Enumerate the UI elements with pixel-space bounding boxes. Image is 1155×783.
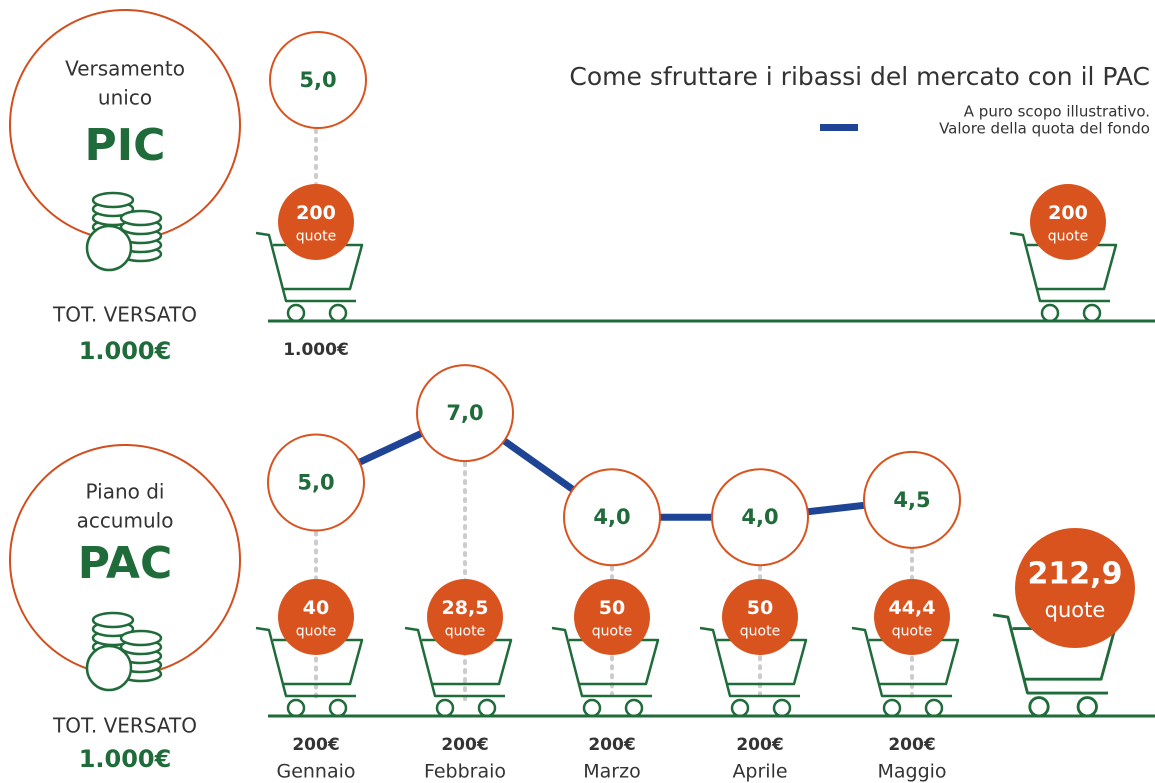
cart-wheel: [582, 698, 602, 718]
price-circle: [267, 433, 365, 532]
legend-label: Valore della quota del fondo: [939, 120, 1150, 138]
coin: [91, 611, 135, 629]
quote-unit: quote: [1048, 228, 1088, 244]
month-amount: 200€: [292, 735, 339, 755]
cart-wheel: [1040, 303, 1060, 323]
cart-wheel: [328, 698, 348, 718]
quote-circle: [278, 579, 354, 655]
cart-wheel: [772, 698, 792, 718]
quote-circle: [722, 579, 798, 655]
coin: [91, 191, 135, 209]
cart-wheel: [328, 303, 348, 323]
price-label: 5,0: [297, 471, 334, 495]
coins-icon: [85, 611, 163, 692]
coin: [119, 629, 163, 647]
quote-circle: [874, 579, 950, 655]
quote-value: 200: [296, 202, 336, 224]
cart-wheel: [730, 698, 750, 718]
pac-total-label: TOT. VERSATO: [52, 714, 197, 738]
cart-wheel: [435, 698, 455, 718]
cart-wheel: [1076, 696, 1098, 718]
cart-wheel: [286, 698, 306, 718]
cart: [255, 231, 364, 323]
quote-value: 50: [599, 597, 625, 619]
pac-line1: Piano di: [86, 480, 165, 504]
cart-wheel: [286, 303, 306, 323]
cart-wheel: [1028, 696, 1050, 718]
pic-acronym: PIC: [85, 120, 166, 171]
month-amount: 200€: [888, 735, 935, 755]
legend-swatch: [820, 124, 858, 131]
quote-circle: [1030, 184, 1106, 260]
month-amount: 200€: [588, 735, 635, 755]
quote-unit: quote: [296, 623, 336, 639]
price-label: 4,5: [893, 488, 930, 512]
month-name: Maggio: [877, 761, 946, 783]
month-name: Marzo: [583, 761, 640, 783]
price-label: 7,0: [446, 401, 483, 425]
price-circle: [711, 468, 809, 567]
quote-value: 28,5: [442, 597, 489, 619]
quote-value: 44,4: [889, 597, 936, 619]
pic-total-label: TOT. VERSATO: [52, 303, 197, 327]
quote-circle: [278, 184, 354, 260]
cart: [992, 613, 1117, 718]
pic-total: 1.000€: [79, 337, 172, 365]
quote-unit: quote: [740, 623, 780, 639]
coin: [85, 224, 133, 272]
quote-unit: quote: [892, 623, 932, 639]
cart-wheel: [882, 698, 902, 718]
pic-line1: Versamento: [65, 57, 185, 81]
price-label: 4,0: [741, 505, 778, 529]
coin: [85, 644, 133, 692]
month-name: Aprile: [732, 761, 787, 783]
price-label: 4,0: [593, 505, 630, 529]
price-circle: [863, 450, 961, 549]
month-amount: 200€: [441, 735, 488, 755]
title: Come sfruttare i ribassi del mercato con…: [569, 62, 1150, 91]
quote-value: 40: [303, 597, 329, 619]
coins-icon: [85, 191, 163, 272]
cart-wheel: [1082, 303, 1102, 323]
month-name: Febbraio: [424, 761, 506, 783]
quote-unit: quote: [1045, 598, 1106, 622]
quote-value: 200: [1048, 202, 1088, 224]
quote-circle: [427, 579, 503, 655]
quote-circle: [1015, 528, 1135, 648]
cart: [551, 626, 660, 718]
pic-line2: unico: [98, 86, 152, 110]
quote-unit: quote: [592, 623, 632, 639]
quote-value: 50: [747, 597, 773, 619]
price-circle: [563, 468, 661, 567]
month-amount: 200€: [736, 735, 783, 755]
quote-circle: [574, 579, 650, 655]
price-label: 5,0: [299, 68, 336, 92]
cart-wheel: [477, 698, 497, 718]
quote-value: 212,9: [1028, 556, 1123, 591]
price-circle: [416, 364, 514, 463]
cart-wheel: [924, 698, 944, 718]
month-name: Gennaio: [276, 761, 355, 783]
quote-unit: quote: [296, 228, 336, 244]
cart-wheel: [624, 698, 644, 718]
quote-unit: quote: [445, 623, 485, 639]
pic-amount: 1.000€: [283, 340, 349, 360]
note: A puro scopo illustrativo.: [964, 103, 1150, 121]
pac-acronym: PAC: [78, 538, 173, 589]
pac-total: 1.000€: [79, 745, 172, 773]
coin: [119, 209, 163, 227]
pac-line2: accumulo: [77, 509, 174, 533]
price-circle: [269, 31, 367, 129]
